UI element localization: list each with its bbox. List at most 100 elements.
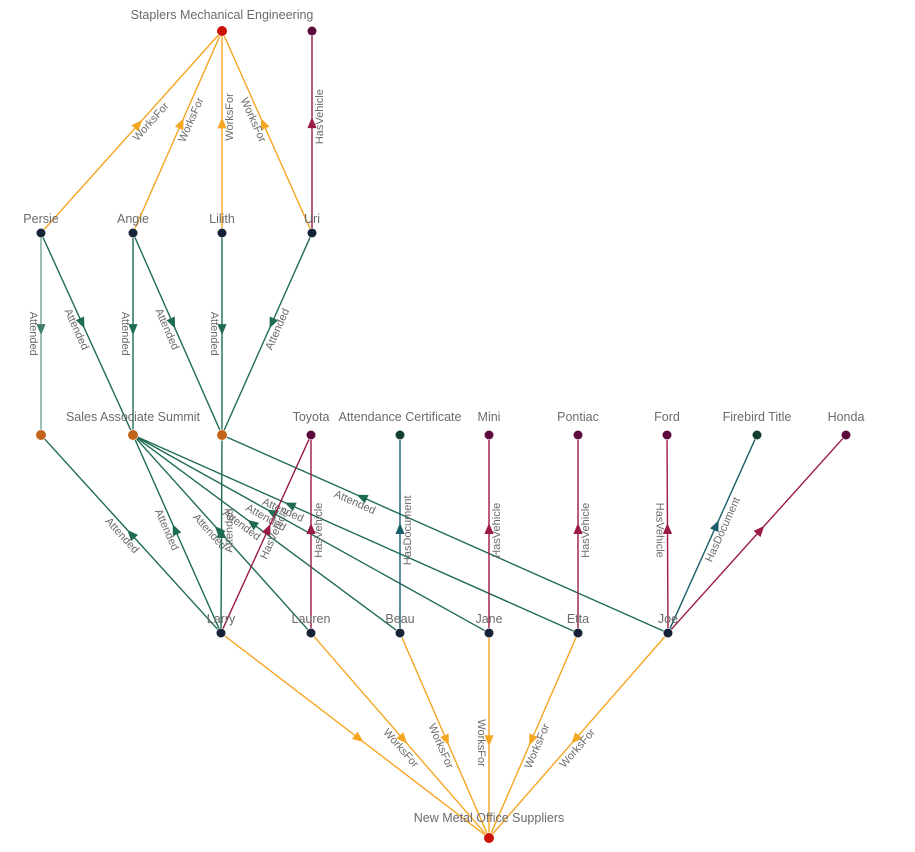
graph-node-summit_b[interactable] — [128, 430, 138, 440]
edge-label: HasDocument — [703, 495, 743, 563]
node-label-larry: Larry — [207, 612, 236, 626]
edge-arrowhead — [753, 525, 765, 538]
node-label-newmetal: New Metal Office Suppliers — [414, 811, 565, 825]
edge-arrowhead — [127, 529, 139, 542]
edge-label: HasVehicle — [314, 89, 326, 144]
node-label-honda: Honda — [828, 410, 865, 424]
graph-edge: Attended — [27, 238, 46, 430]
edge-label: Attended — [62, 307, 91, 352]
graph-node-firebird_v[interactable] — [307, 26, 317, 36]
node-label-lauren: Lauren — [292, 612, 331, 626]
graph-edge — [224, 635, 486, 836]
graph-node-mini[interactable] — [484, 430, 494, 440]
edge-label: Attended — [152, 307, 181, 352]
edge-arrowhead — [128, 324, 138, 336]
edge-label: Attended — [27, 312, 39, 356]
graph-edge: HasVehicle — [484, 440, 503, 628]
graph-node-lauren[interactable] — [306, 628, 316, 638]
node-label-staplers: Staplers Mechanical Engineering — [131, 8, 314, 22]
graph-node-summit_c[interactable] — [217, 430, 227, 440]
graph-node-ford[interactable] — [662, 430, 672, 440]
edge-arrowhead — [36, 324, 46, 336]
node-label-mini: Mini — [478, 410, 501, 424]
node-label-summit_b: Sales Associate Summit — [66, 410, 201, 424]
edge-arrowhead — [217, 117, 227, 129]
edge-arrowhead — [284, 502, 297, 512]
graph-edge: Attended — [42, 237, 132, 431]
graph-edge: HasVehicle — [307, 36, 326, 228]
edge-label: HasVehicle — [491, 503, 503, 558]
edge-arrowhead — [571, 732, 583, 744]
node-label-pontiac: Pontiac — [557, 410, 599, 424]
graph-node-lilith[interactable] — [217, 228, 227, 238]
graph-node-toyota[interactable] — [306, 430, 316, 440]
graph-node-firebird[interactable] — [752, 430, 762, 440]
edge-arrowhead — [247, 519, 260, 531]
edge-arrowhead — [484, 523, 494, 534]
graph-node-etta[interactable] — [573, 628, 583, 638]
edge-arrowhead — [352, 731, 364, 743]
graph-edge: WorksFor — [475, 638, 494, 833]
edge-arrowhead — [75, 316, 85, 329]
graph-node-newmetal[interactable] — [484, 833, 494, 843]
node-label-cert: Attendance Certificate — [339, 410, 462, 424]
graph-node-beau[interactable] — [395, 628, 405, 638]
graph-node-larry[interactable] — [216, 628, 226, 638]
edge-label: Attended — [208, 312, 220, 356]
edge-arrowhead — [166, 316, 176, 329]
graph-edge: WorksFor — [223, 35, 311, 229]
edge-label: WorksFor — [558, 726, 598, 770]
edge-label: Attended — [223, 508, 235, 552]
edge-arrowhead — [217, 324, 227, 336]
edge-arrowhead — [131, 120, 143, 132]
graph-node-persie[interactable] — [36, 228, 46, 238]
graph-node-honda[interactable] — [841, 430, 851, 440]
graph-node-jane[interactable] — [484, 628, 494, 638]
edge-label: WorksFor — [224, 93, 236, 141]
edge-arrowhead — [269, 316, 279, 329]
edge-arrowhead — [260, 118, 270, 131]
edge-label: WorksFor — [176, 96, 206, 145]
edge-arrowhead — [216, 527, 227, 539]
graph-edge: HasVehicle — [222, 439, 310, 629]
graph-edge: Attended — [216, 440, 236, 629]
node-label-jane: Jane — [475, 612, 502, 626]
edge-label: WorksFor — [131, 100, 172, 144]
edge-arrowhead — [573, 523, 583, 534]
graph-edge — [670, 438, 844, 630]
edge-label: WorksFor — [381, 727, 421, 771]
edge-arrowhead — [440, 733, 449, 746]
edge-label: HasDocument — [402, 495, 414, 565]
edge-arrowhead — [261, 523, 271, 536]
edge-arrowhead — [174, 118, 184, 131]
node-label-ford: Ford — [654, 410, 680, 424]
graph-edge: HasVehicle — [653, 439, 673, 629]
graph-node-staplers[interactable] — [217, 26, 227, 36]
node-label-angie: Angie — [117, 212, 149, 226]
node-label-persie: Persie — [23, 212, 58, 226]
graph-node-angie[interactable] — [128, 228, 138, 238]
node-label-joe: Joe — [658, 612, 678, 626]
edge-layer: WorksFor WorksFor WorksFor WorksFor HasVehic… — [27, 34, 844, 836]
graph-node-pontiac[interactable] — [573, 430, 583, 440]
graph-edge: Attended — [119, 238, 138, 430]
graph-edge: Attended — [226, 436, 664, 632]
graph-edge: WorksFor — [217, 36, 236, 228]
edge-arrowhead — [395, 523, 405, 534]
graph-node-joe[interactable] — [663, 628, 673, 638]
edge-label: WorksFor — [238, 96, 268, 145]
node-layer — [36, 26, 851, 843]
edge-label: HasVehicle — [580, 503, 592, 558]
edge-arrowhead — [306, 523, 316, 534]
graph-edge: WorksFor — [313, 636, 486, 835]
graph-node-uri[interactable] — [307, 228, 317, 238]
graph-edge: HasVehicle — [573, 440, 592, 628]
edge-arrowhead — [529, 733, 538, 746]
graph-node-cert[interactable] — [395, 430, 405, 440]
edge-arrowhead — [172, 524, 182, 537]
graph-edge: Attended — [208, 238, 227, 430]
edge-arrowhead — [484, 735, 494, 747]
graph-node-summit_a[interactable] — [36, 430, 46, 440]
node-label-firebird: Firebird Title — [723, 410, 792, 424]
